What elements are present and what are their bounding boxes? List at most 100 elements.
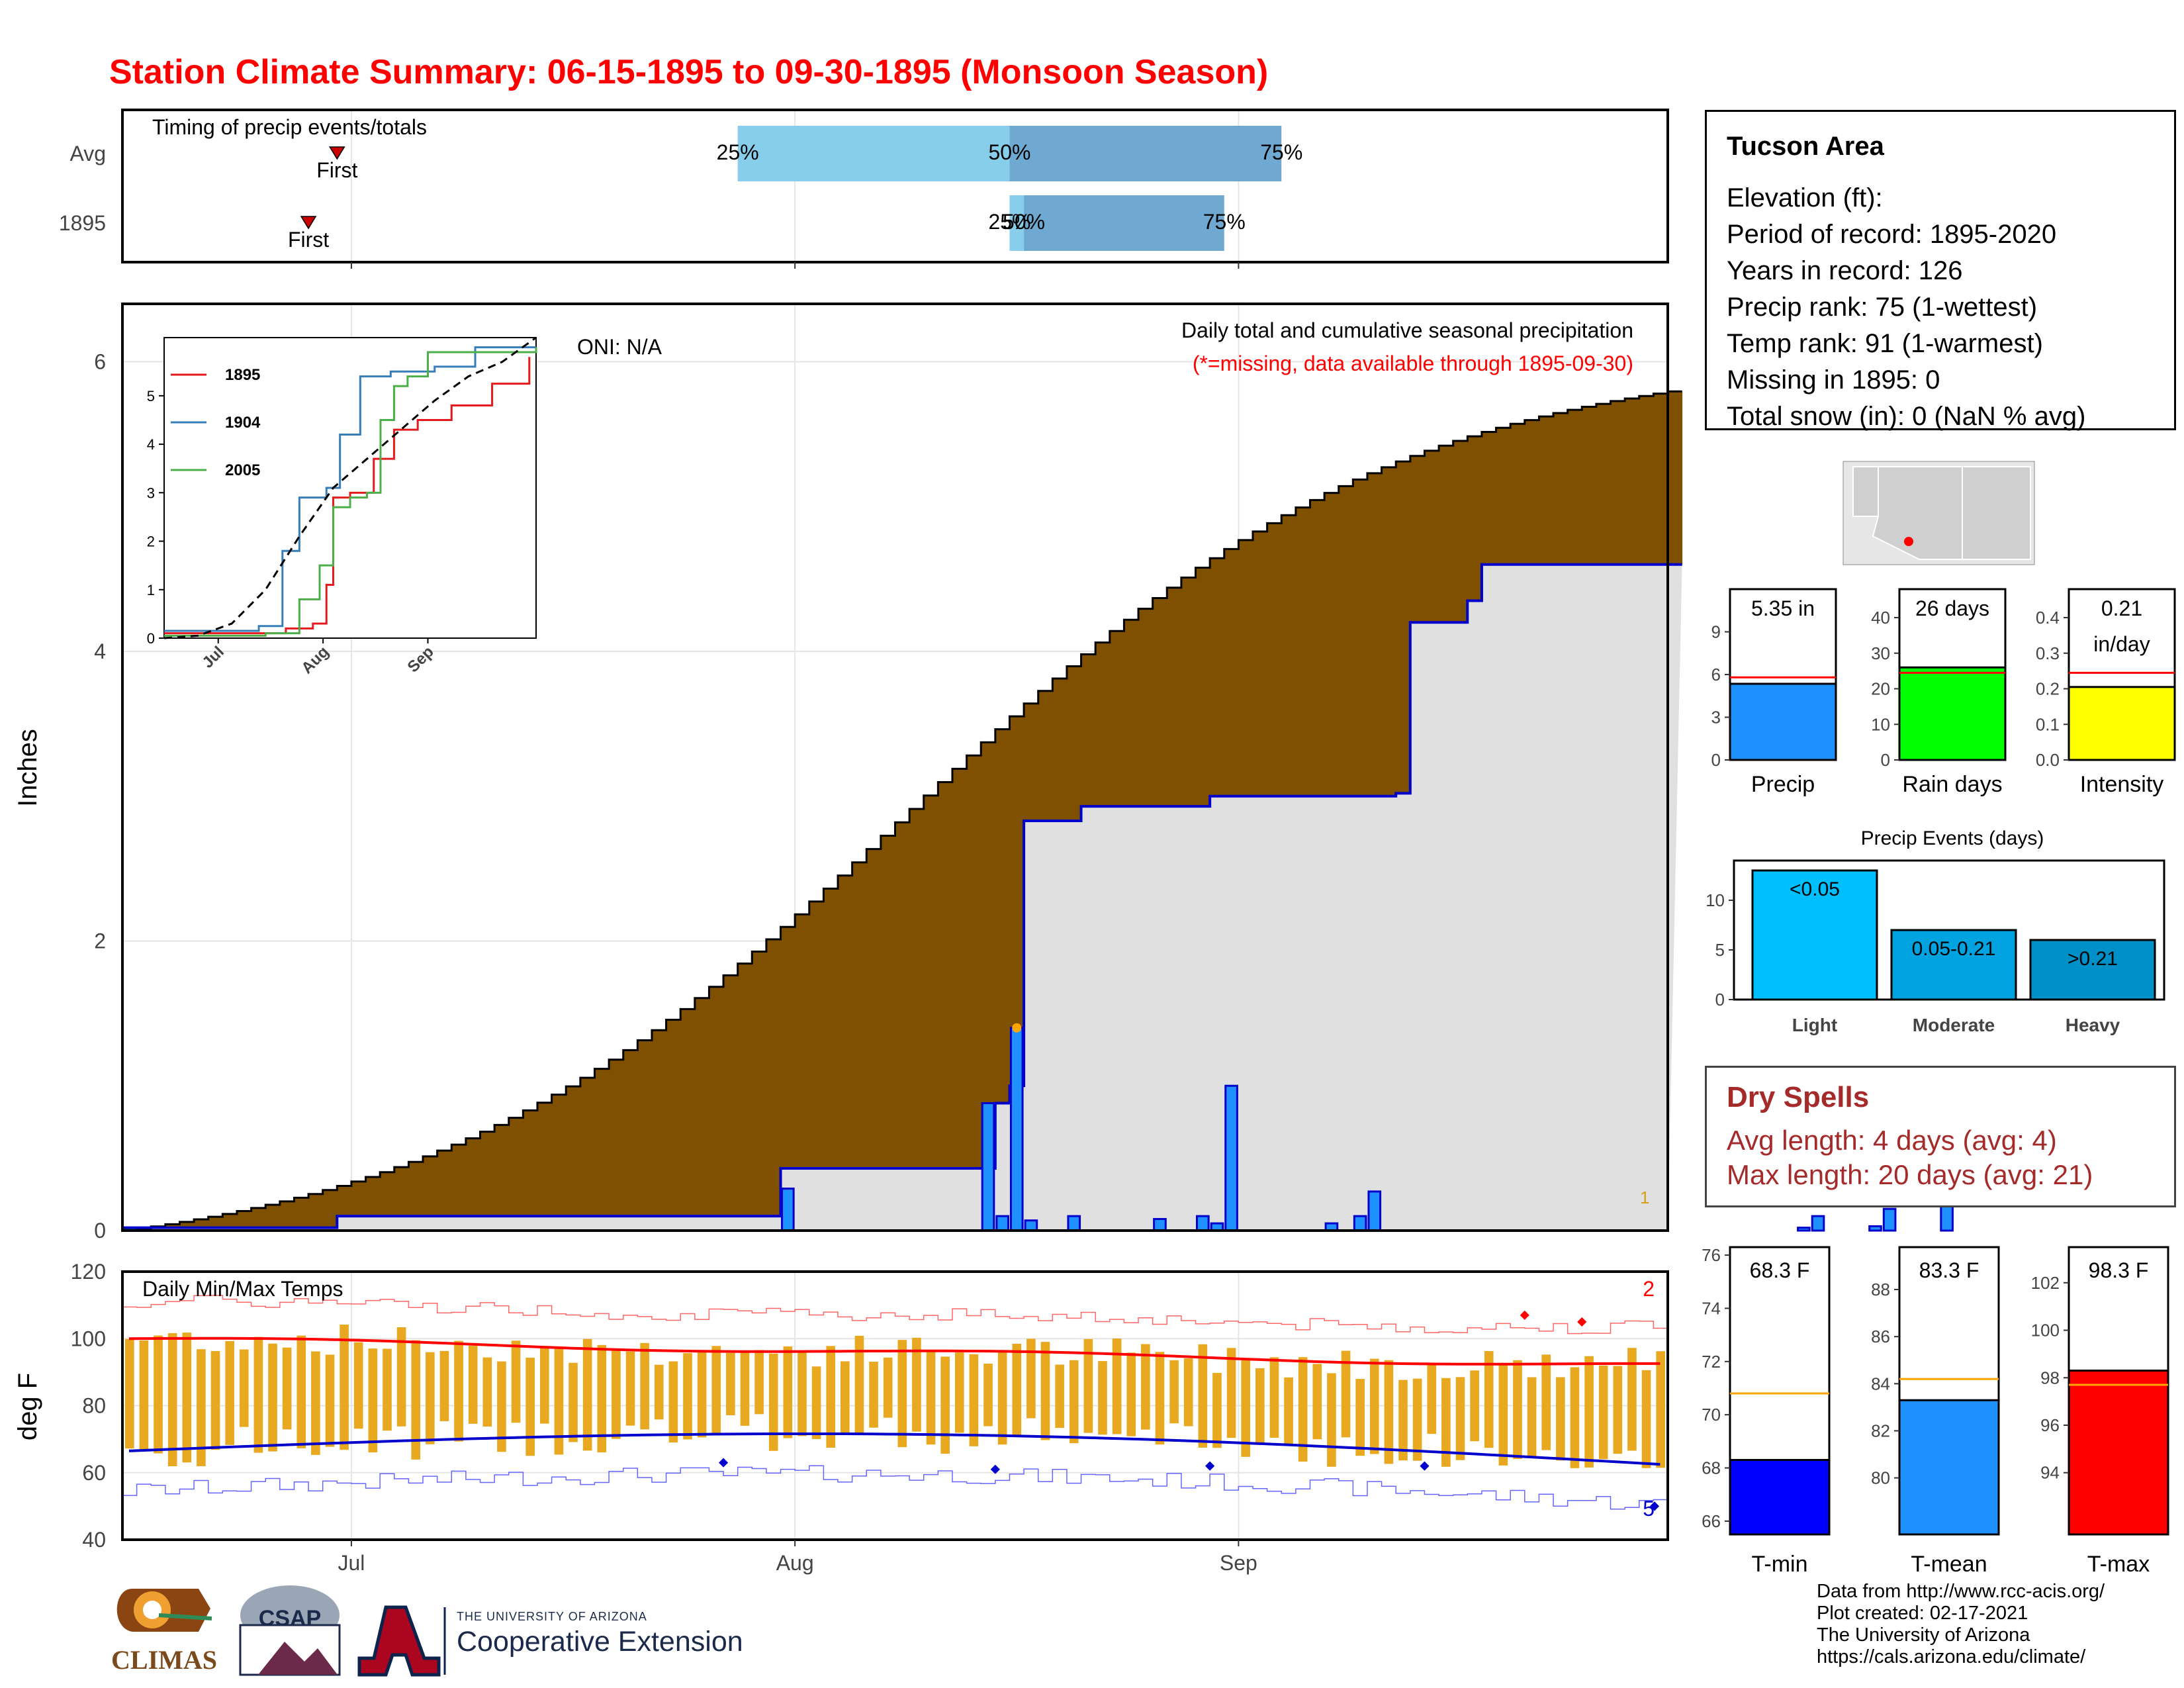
temp-summary-tick-label-tmin-0: 66 (1702, 1511, 1721, 1531)
credit-line-2: Plot created: 02-17-2021 (1817, 1603, 2028, 1624)
deficit-segment-9 (251, 1207, 266, 1228)
deficit-segment-4 (179, 1221, 195, 1228)
temp-day-bar-105 (1627, 1348, 1637, 1451)
temp-day-bar-99 (1541, 1354, 1551, 1450)
deficit-segment-76 (1210, 558, 1225, 796)
temp-summary-value-tmax: 98.3 F (2089, 1258, 2149, 1282)
deficit-segment-80 (1267, 523, 1282, 796)
temp-day-bar-11 (282, 1347, 292, 1430)
temp-day-bar-1 (139, 1340, 149, 1450)
avg-min-line (128, 1432, 1661, 1466)
temp-day-bar-47 (797, 1351, 807, 1436)
daily-precip-bar-12 (1367, 1190, 1382, 1232)
events-bar-1 (1890, 929, 2017, 1001)
temp-day-bar-61 (997, 1350, 1007, 1445)
temp-summary-bar-tmin (1729, 1458, 1831, 1536)
deficit-segment-5 (194, 1219, 209, 1228)
deficit-segment-86 (1353, 479, 1368, 796)
temp-day-bar-43 (740, 1351, 750, 1426)
deficit-segment-43 (737, 963, 752, 1217)
daily-precip-bar-9 (1224, 1084, 1238, 1232)
temp-summary-value-tmean: 83.3 F (1919, 1258, 1979, 1282)
deficit-segment-47 (795, 914, 810, 1168)
summary-tick-label-precip-1: 3 (1711, 708, 1721, 727)
deficit-segment-90 (1410, 455, 1425, 623)
temp-xtick-label-0: Jul (338, 1551, 365, 1575)
temp-day-bar-19 (396, 1327, 406, 1427)
deficit-segment-61 (995, 729, 1010, 1103)
deficit-segment-37 (651, 1030, 667, 1217)
inset-legend-label-2: 2005 (225, 461, 260, 479)
precip-ytick-label-3: 6 (94, 350, 106, 374)
station-location-marker (1904, 537, 1913, 546)
climas-logo (116, 1589, 212, 1632)
temp-day-bar-68 (1098, 1361, 1107, 1435)
deficit-segment-68 (1095, 642, 1111, 807)
deficit-segment-21 (423, 1156, 438, 1217)
temp-day-bar-50 (841, 1361, 850, 1433)
deficit-segment-51 (852, 862, 867, 1168)
daily-precip-bar-2 (995, 1215, 1009, 1232)
temp-day-bar-107 (1656, 1351, 1665, 1468)
temp-day-bar-10 (268, 1343, 277, 1452)
temp-day-bar-9 (253, 1336, 263, 1453)
precip-ytick-label-2: 4 (94, 639, 106, 663)
deficit-segment-49 (823, 888, 839, 1168)
precip-ylabel: Inches (13, 729, 42, 807)
temp-day-bar-17 (368, 1348, 378, 1453)
deficit-segment-97 (1510, 424, 1525, 565)
surplus-segment-0 (122, 1227, 138, 1231)
deficit-segment-41 (709, 986, 724, 1217)
temp-day-bar-64 (1040, 1342, 1050, 1440)
temp-day-bar-30 (554, 1348, 564, 1455)
inset-ytick-label-4: 4 (147, 436, 155, 453)
temp-day-bar-39 (683, 1353, 692, 1440)
temp-day-bar-23 (454, 1340, 463, 1442)
daily-precip-bar-15 (1868, 1225, 1882, 1232)
summary-label-precip: Precip (1751, 772, 1815, 797)
temp-summary-tick-label-tmean-3: 86 (1871, 1327, 1890, 1346)
deficit-segment-78 (1238, 539, 1253, 796)
daily-precip-bar-14 (1811, 1215, 1825, 1232)
timing-first-marker-1 (300, 216, 317, 230)
deficit-segment-106 (1639, 396, 1654, 565)
temp-day-bar-31 (569, 1362, 578, 1442)
temp-day-bar-94 (1470, 1370, 1479, 1442)
temp-day-bar-92 (1441, 1378, 1451, 1467)
temp-day-bar-20 (411, 1340, 421, 1460)
deficit-segment-94 (1467, 436, 1482, 601)
events-bar-label-0: <0.05 (1790, 878, 1840, 900)
inset-line-1904 (164, 346, 536, 632)
events-bar-label-2: >0.21 (2068, 948, 2118, 970)
temp-summary-tick-label-tmax-4: 102 (2031, 1273, 2060, 1293)
temp-day-bar-82 (1298, 1357, 1308, 1462)
deficit-segment-66 (1066, 666, 1082, 821)
temp-day-bar-24 (468, 1345, 478, 1424)
summary-tick-label-raindays-1: 10 (1871, 714, 1890, 734)
dry-spells-box: Dry Spells Avg length: 4 days (avg: 4) M… (1705, 1066, 2176, 1207)
events-tick-label-0: 0 (1715, 990, 1725, 1009)
events-bar-label-1: 0.05-0.21 (1912, 938, 1996, 960)
summary-tick-label-intensity-4: 0.4 (2036, 608, 2060, 628)
precip-panel: 0 2 4 6 Inches ONI: N/A Daily total and cum… (13, 303, 1954, 1243)
temp-summary-tick-label-tmean-0: 80 (1871, 1468, 1890, 1488)
temp-day-bar-76 (1212, 1373, 1222, 1448)
temp-summary-tick-label-tmean-4: 88 (1871, 1280, 1890, 1299)
temp-day-bar-41 (711, 1346, 721, 1434)
deficit-segment-53 (880, 835, 895, 1168)
inset-ytick-label-0: 0 (147, 630, 155, 647)
deficit-segment-107 (1653, 393, 1668, 565)
station-temp-rank: Temp rank: 91 (1-warmest) (1727, 329, 2043, 358)
temp-day-bar-85 (1341, 1350, 1351, 1438)
temp-day-bar-73 (1169, 1360, 1179, 1424)
temp-day-bar-25 (482, 1357, 492, 1427)
summary-tick-label-intensity-3: 0.3 (2036, 643, 2060, 663)
temp-day-bar-16 (353, 1342, 363, 1429)
deficit-segment-12 (294, 1197, 309, 1228)
timing-panel: 25%50%75%FirstLast25%50%75%FirstLast Tim… (59, 109, 1903, 263)
deficit-segment-77 (1224, 549, 1239, 796)
events-tick-label-2: 10 (1706, 890, 1725, 910)
temp-day-bar-53 (883, 1357, 893, 1418)
temp-day-bar-51 (854, 1335, 864, 1434)
events-category-0: Light (1792, 1015, 1837, 1035)
